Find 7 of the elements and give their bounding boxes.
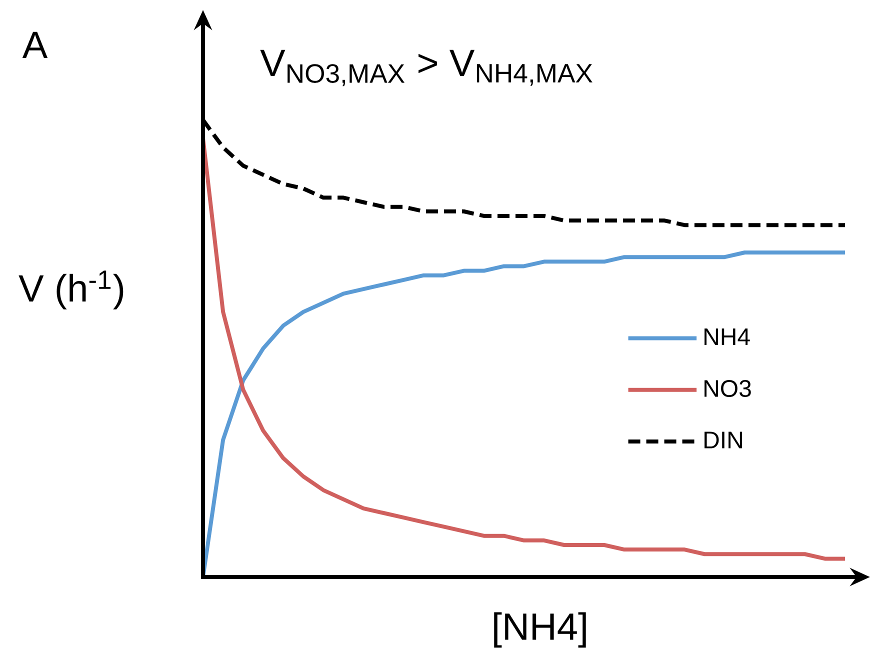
legend-label: DIN — [704, 432, 742, 448]
x-axis-title: [NH4] — [494, 612, 586, 648]
chart-title: V$_{NO3,MAX}$ > V$_{NH4,MAX}$ — [260, 50, 592, 86]
legend-label: NO3 — [704, 380, 751, 397]
legend-label: NH4 — [704, 328, 750, 345]
text: A — [22, 32, 48, 58]
y-axis-title: V (h$^{-1}$) — [18, 270, 124, 310]
